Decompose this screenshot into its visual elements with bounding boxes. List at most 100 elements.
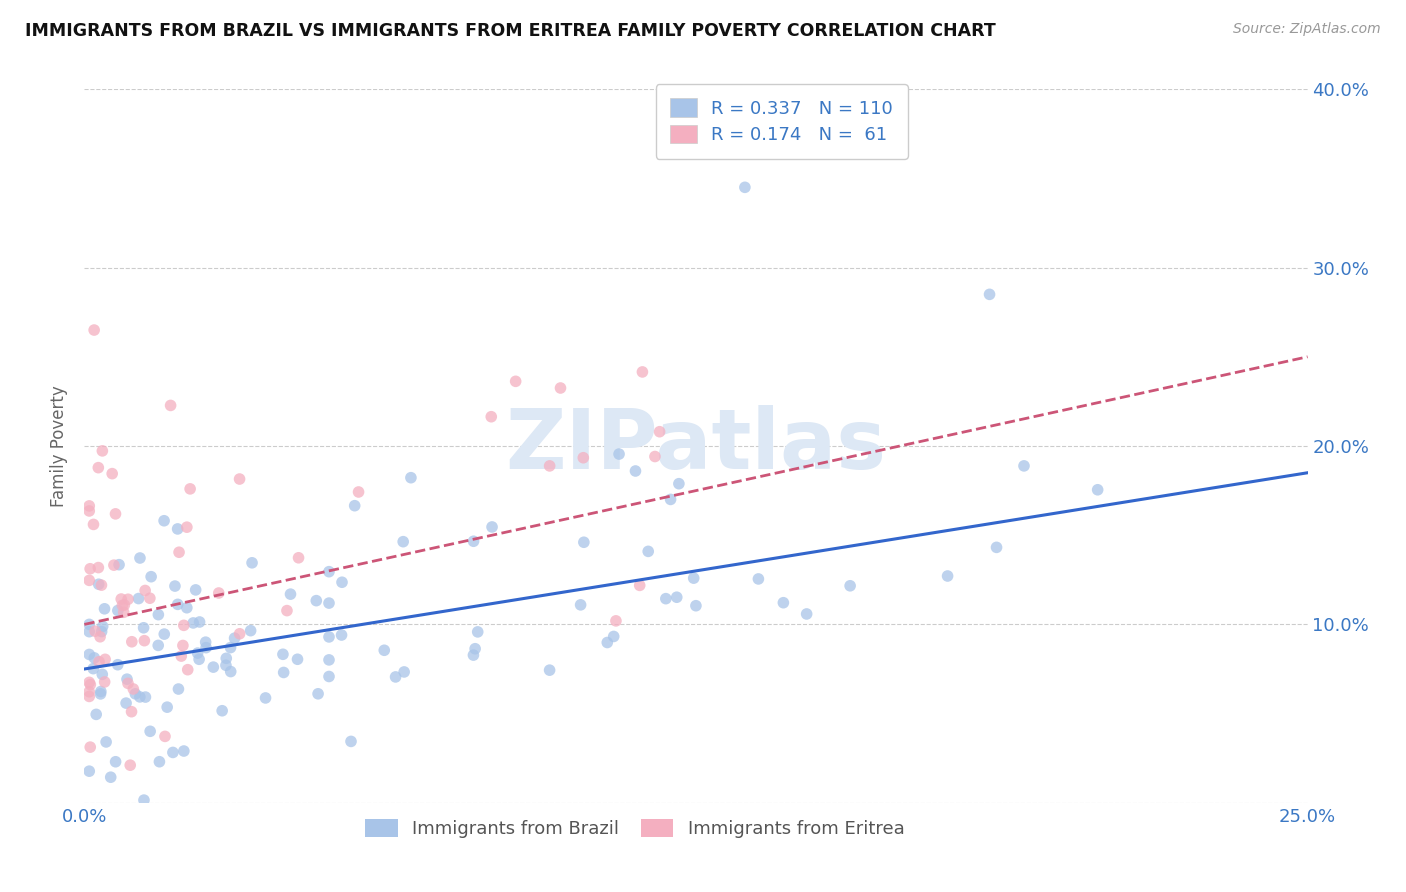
Immigrants from Brazil — [665, 591, 688, 605]
Immigrants from Brazil — [219, 665, 242, 679]
Immigrants from Brazil — [839, 579, 862, 593]
Immigrants from Brazil — [464, 641, 486, 656]
Immigrants from Brazil — [467, 624, 489, 639]
Immigrants from Eritrea — [631, 365, 654, 379]
Immigrants from Brazil — [330, 575, 353, 590]
Immigrants from Brazil — [343, 499, 366, 513]
Immigrants from Eritrea — [228, 472, 250, 486]
Immigrants from Eritrea — [77, 499, 100, 513]
Immigrants from Brazil — [107, 657, 129, 672]
Immigrants from Brazil — [87, 577, 110, 591]
Immigrants from Eritrea — [101, 467, 124, 481]
Immigrants from Brazil — [318, 669, 340, 683]
Immigrants from Brazil — [139, 570, 162, 584]
Immigrants from Eritrea — [153, 730, 176, 744]
Immigrants from Eritrea — [103, 558, 125, 573]
Immigrants from Eritrea — [644, 450, 666, 464]
Immigrants from Eritrea — [173, 618, 195, 632]
Immigrants from Brazil — [796, 607, 818, 621]
Immigrants from Brazil — [90, 684, 112, 698]
Immigrants from Brazil — [173, 744, 195, 758]
Immigrants from Eritrea — [122, 681, 145, 696]
Immigrants from Brazil — [572, 535, 595, 549]
Immigrants from Eritrea — [112, 605, 135, 619]
Immigrants from Brazil — [596, 635, 619, 649]
Immigrants from Brazil — [115, 696, 138, 710]
Immigrants from Brazil — [239, 624, 262, 638]
Immigrants from Brazil — [569, 598, 592, 612]
Immigrants from Eritrea — [87, 460, 110, 475]
Immigrants from Brazil — [624, 464, 647, 478]
Immigrants from Eritrea — [104, 507, 127, 521]
Text: Source: ZipAtlas.com: Source: ZipAtlas.com — [1233, 22, 1381, 37]
Immigrants from Eritrea — [111, 599, 134, 613]
Immigrants from Brazil — [91, 619, 114, 633]
Immigrants from Eritrea — [82, 517, 104, 532]
Immigrants from Brazil — [273, 665, 295, 680]
Immigrants from Brazil — [637, 544, 659, 558]
Immigrants from Brazil — [129, 551, 152, 566]
Immigrants from Brazil — [195, 640, 218, 655]
Immigrants from Eritrea — [648, 425, 671, 439]
Immigrants from Eritrea — [572, 450, 595, 465]
Immigrants from Eritrea — [172, 639, 194, 653]
Immigrants from Eritrea — [176, 520, 198, 534]
Immigrants from Brazil — [84, 707, 107, 722]
Y-axis label: Family Poverty: Family Poverty — [51, 385, 69, 507]
Immigrants from Eritrea — [87, 655, 110, 669]
Immigrants from Brazil — [655, 591, 678, 606]
Immigrants from Brazil — [287, 652, 309, 666]
Immigrants from Eritrea — [276, 604, 298, 618]
Immigrants from Brazil — [318, 596, 340, 610]
Immigrants from Brazil — [463, 648, 485, 662]
Immigrants from Brazil — [82, 662, 104, 676]
Immigrants from Eritrea — [87, 560, 110, 574]
Immigrants from Eritrea — [159, 399, 181, 413]
Immigrants from Eritrea — [628, 578, 651, 592]
Immigrants from Brazil — [166, 522, 188, 536]
Immigrants from Brazil — [211, 704, 233, 718]
Immigrants from Brazil — [668, 476, 690, 491]
Immigrants from Brazil — [463, 534, 485, 549]
Immigrants from Brazil — [602, 630, 624, 644]
Immigrants from Eritrea — [77, 574, 100, 588]
Immigrants from Eritrea — [79, 677, 101, 691]
Immigrants from Brazil — [148, 755, 170, 769]
Immigrants from Eritrea — [77, 675, 100, 690]
Immigrants from Brazil — [91, 667, 114, 681]
Immigrants from Brazil — [1087, 483, 1109, 497]
Immigrants from Brazil — [83, 651, 105, 665]
Immigrants from Eritrea — [538, 458, 561, 473]
Text: ZIPatlas: ZIPatlas — [506, 406, 886, 486]
Immigrants from Brazil — [132, 793, 155, 807]
Immigrants from Eritrea — [179, 482, 201, 496]
Immigrants from Brazil — [685, 599, 707, 613]
Immigrants from Brazil — [163, 579, 186, 593]
Immigrants from Brazil — [153, 514, 176, 528]
Immigrants from Brazil — [90, 624, 112, 639]
Immigrants from Brazil — [734, 180, 756, 194]
Immigrants from Eritrea — [505, 374, 527, 388]
Immigrants from Brazil — [305, 593, 328, 607]
Immigrants from Eritrea — [77, 690, 100, 704]
Immigrants from Eritrea — [208, 586, 231, 600]
Immigrants from Brazil — [139, 724, 162, 739]
Immigrants from Brazil — [318, 565, 340, 579]
Immigrants from Brazil — [399, 471, 422, 485]
Immigrants from Brazil — [340, 734, 363, 748]
Immigrants from Eritrea — [170, 649, 193, 664]
Immigrants from Brazil — [747, 572, 769, 586]
Immigrants from Brazil — [224, 631, 246, 645]
Immigrants from Brazil — [682, 571, 704, 585]
Immigrants from Brazil — [184, 582, 207, 597]
Immigrants from Brazil — [124, 687, 146, 701]
Immigrants from Eritrea — [117, 592, 139, 607]
Immigrants from Eritrea — [121, 705, 143, 719]
Immigrants from Eritrea — [91, 443, 114, 458]
Immigrants from Eritrea — [94, 652, 117, 666]
Immigrants from Eritrea — [117, 676, 139, 690]
Immigrants from Brazil — [373, 643, 395, 657]
Immigrants from Eritrea — [112, 598, 135, 612]
Immigrants from Eritrea — [110, 592, 132, 607]
Immigrants from Brazil — [772, 596, 794, 610]
